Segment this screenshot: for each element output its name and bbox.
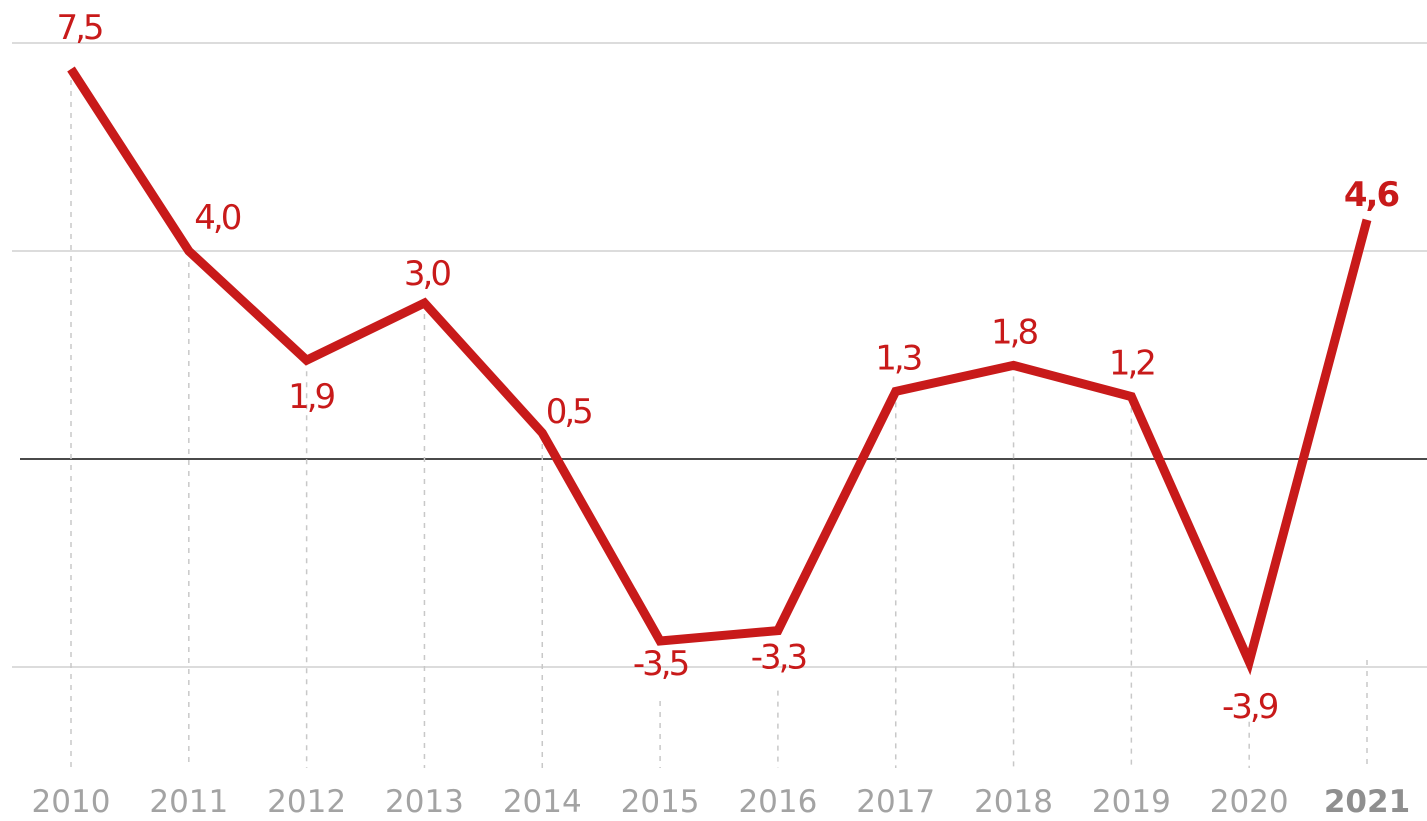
data-label-2015: -3,5 [633,644,688,684]
x-tick-2013: 2013 [385,784,464,820]
data-label-2010: 7,5 [56,8,101,48]
drop-lines [70,69,1368,768]
data-label-2013: 3,0 [404,254,450,294]
x-tick-2010: 2010 [32,784,111,820]
data-label-2014: 0,5 [546,392,591,432]
gridlines [12,42,1427,668]
x-tick-2011: 2011 [149,784,228,820]
data-label-2021: 4,6 [1344,175,1399,215]
data-label-2012: 1,9 [288,377,334,417]
x-tick-2012: 2012 [267,784,346,820]
data-labels: 7,5 4,0 1,9 3,0 0,5 -3,5 -3,3 1,3 1,8 1,2 -3,9 4,6 [56,8,1400,727]
x-tick-2020: 2020 [1210,784,1289,820]
x-tick-2016: 2016 [738,784,817,820]
data-label-2017: 1,3 [875,338,920,378]
x-axis-ticks: 2010 2011 2012 2013 2014 2015 2016 2017 2018 2019… [32,784,1411,820]
data-label-2018: 1,8 [991,312,1037,352]
series-line [67,66,1372,676]
data-label-2016: -3,3 [751,638,806,678]
x-tick-2014: 2014 [503,784,582,820]
x-tick-2015: 2015 [621,784,700,820]
x-tick-2019: 2019 [1092,784,1171,820]
series-layer [67,66,1372,676]
data-label-2011: 4,0 [194,198,240,238]
x-tick-2017: 2017 [856,784,935,820]
data-label-2020: -3,9 [1222,687,1278,727]
x-tick-2021: 2021 [1324,784,1410,820]
x-tick-2018: 2018 [974,784,1053,820]
data-label-2019: 1,2 [1109,344,1154,384]
